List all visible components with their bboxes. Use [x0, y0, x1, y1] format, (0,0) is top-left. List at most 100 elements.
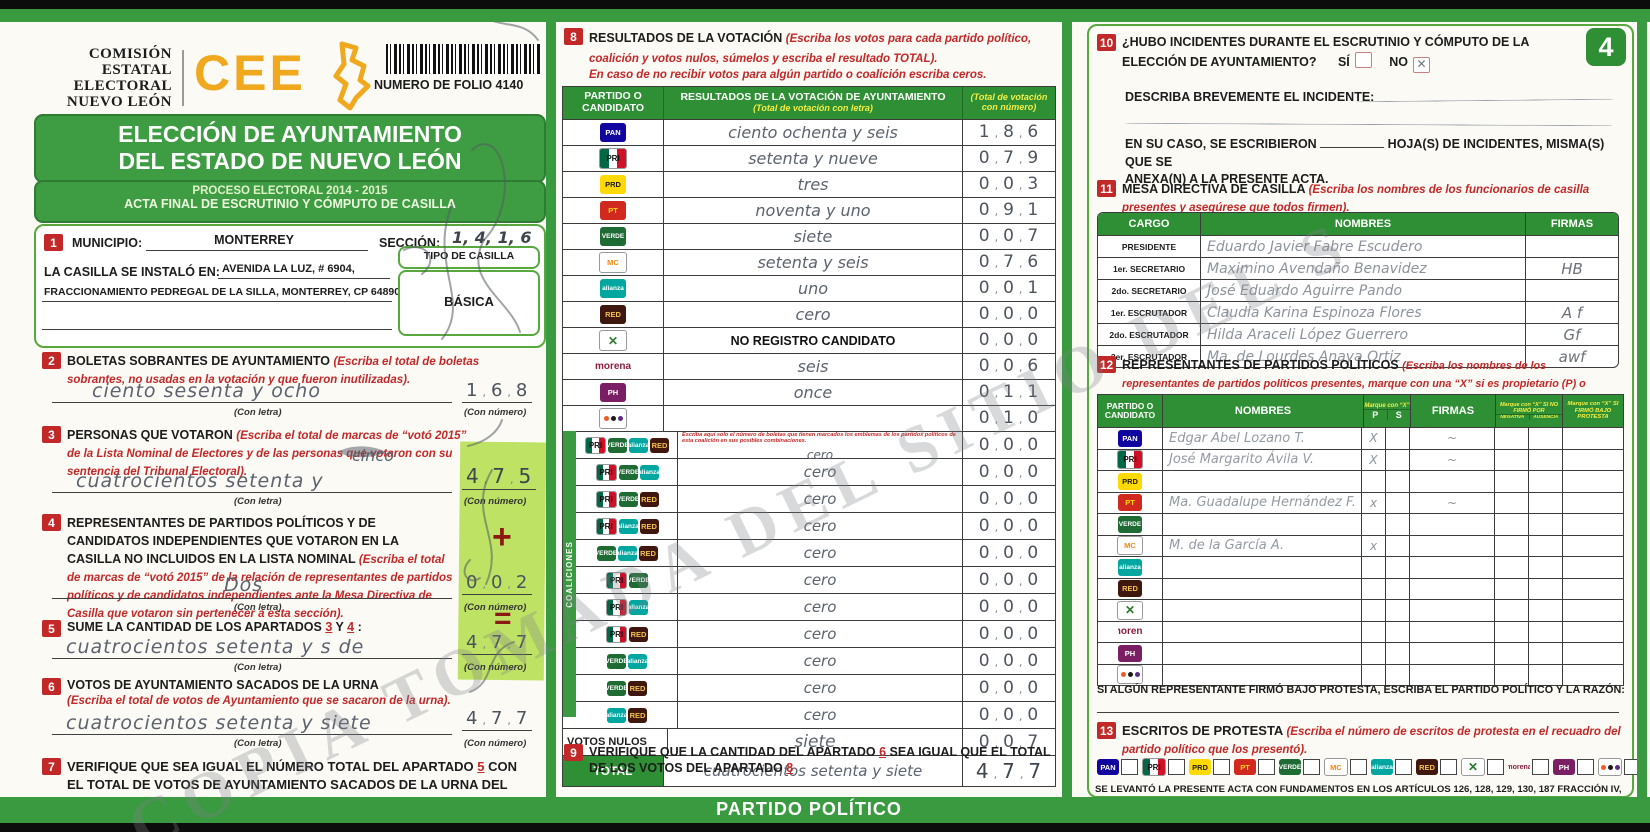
mesa-row-3er-escrutador: 3er. ESCRUTADOR Ma. de Lourdes Anaya Orti…: [1098, 345, 1618, 367]
si-label: SÍ: [1337, 54, 1350, 69]
party-alianza-icon: alianza: [628, 653, 647, 669]
result-numero: 0,0,0: [978, 304, 1040, 324]
rep-row-prd: PRD: [1098, 470, 1623, 492]
mesa-cargo: 1er. ESCRUTADOR: [1098, 302, 1201, 323]
coalicion-row: VERDE RED cero 0, 0, 0: [563, 674, 1055, 701]
party-pan-icon: PAN: [1118, 429, 1142, 447]
rep-row-humanista: PH: [1098, 642, 1623, 664]
describa-label: DESCRIBA BREVEMENTE EL INCIDENTE:: [1125, 90, 1375, 104]
ref-6b: 6: [879, 745, 887, 759]
coalicion-row: alianza RED cero 0, 0, 0: [563, 701, 1055, 728]
reps-table: PARTIDO O CANDIDATO NOMBRES Marque con “…: [1097, 394, 1624, 686]
result-letra: setenta y seis: [757, 253, 869, 272]
rep-nombre: M. de la García A.: [1169, 538, 1285, 554]
rep-nombre: Edgar Abel Lozano T.: [1169, 430, 1305, 446]
protesta-count-box: [1168, 759, 1185, 775]
rep-firma: [1410, 621, 1495, 642]
party-pri-icon: PRI: [595, 517, 617, 535]
protesta-count-box: [1440, 759, 1457, 775]
coaliciones-rows: COALICIONES PRI VERDE alianza RED Escriba aq…: [563, 431, 1055, 728]
rep-row-cruzada: ✕: [1098, 599, 1623, 621]
protesta-item-encuentro: [1598, 758, 1641, 776]
hojas-incidentes-text: EN SU CASO, SE ESCRIBIERON HOJA(S) DE IN…: [1125, 137, 1605, 186]
party-morena-icon: morena: [1118, 626, 1142, 638]
party-pri-icon: PRI: [1117, 450, 1143, 470]
mesa-row-1er-escrutador: 1er. ESCRUTADOR Claudia Karina Espinoza F…: [1098, 301, 1618, 323]
section11-instr: (Escriba los nombres de los funcionarios…: [1122, 184, 1590, 214]
coalicion-letra: cero: [803, 598, 837, 616]
mesa-table: CARGO NOMBRES FIRMAS PRESIDENTE Eduardo J…: [1097, 212, 1619, 368]
party-red-icon: RED: [600, 305, 626, 324]
con-numero-label: (Con número): [464, 407, 527, 418]
section8-instr1: (Escriba los votos para cada partido pol…: [589, 33, 1032, 65]
result-numero: 0,9,1: [978, 200, 1040, 220]
rep-p-mark: [1362, 471, 1386, 492]
party-pri-icon: PRI: [606, 625, 627, 643]
reps-col-marque: Marque con “X” P S: [1364, 395, 1411, 427]
party-cruzada-icon: ✕: [1117, 600, 1143, 620]
folio-barcode: [386, 44, 542, 74]
casilla-underline3: [42, 329, 392, 330]
no-checkbox: ✕: [1413, 56, 1430, 73]
incidentes-question: ¿HUBO INCIDENTES DURANTE EL ESCRUTINIO Y…: [1122, 35, 1530, 49]
mesa-nombre: Hilda Araceli López Guerrero: [1207, 326, 1409, 343]
panel-right: 4 10 ¿HUBO INCIDENTES DURANTE EL ESCRUTI…: [1085, 22, 1641, 808]
section11-title: MESA DIRECTIVA DE CASILLA: [1122, 182, 1309, 196]
party-verde-icon: VERDE: [1279, 759, 1301, 775]
result-letra: tres: [797, 175, 829, 194]
rep-p-mark: [1362, 514, 1386, 535]
result-numero: 0,0,3: [978, 174, 1040, 194]
section6-instr: (Escriba el total de votos de Ayuntamien…: [67, 694, 451, 707]
party-humanista-icon: PH: [1118, 644, 1142, 662]
proceso-electoral: PROCESO ELECTORAL 2014 - 2015: [192, 185, 388, 197]
coalicion-letra: cero: [803, 490, 837, 508]
coalicion-row: PRI alianza RED cero 0, 0, 0: [563, 512, 1055, 539]
party-pan-icon: PAN: [600, 123, 626, 142]
section4-letra-line: [52, 598, 452, 599]
protesta-logos-row: PAN PRI PRD PT VERDE MC alianza RED ✕ morena PH: [1097, 758, 1641, 776]
mesa-nombre: Claudia Karina Espinoza Flores: [1207, 304, 1422, 321]
protesta-count-box: [1213, 759, 1230, 775]
section12-title: REPRESENTANTES DE PARTIDOS POLÍTICOS: [1122, 358, 1403, 372]
section1-number: 1: [44, 234, 63, 251]
con-letra-label: (Con letra): [234, 662, 282, 673]
ref-3: 3: [325, 620, 333, 634]
coalicion-row: VERDE alianza RED cero 0, 0, 0: [563, 539, 1055, 566]
party-morena-icon: morena: [1508, 763, 1530, 771]
scan-edge-top: [0, 0, 1650, 9]
plus-sign: +: [492, 518, 512, 556]
coalicion-row: PRI alianza cero 0, 0, 0: [563, 593, 1055, 620]
party-pri-icon: PRI: [595, 463, 617, 481]
rep-row-morena: morena: [1098, 620, 1623, 642]
con-numero-label: (Con número): [464, 602, 527, 613]
section5-number: 5: [42, 620, 61, 637]
rep-s-mark: [1386, 600, 1410, 621]
cee-logo: CEE: [194, 45, 306, 101]
section2-letra: ciento sesenta y ocho: [92, 380, 321, 402]
rep-nombre: José Margarito Ávila V.: [1169, 452, 1315, 468]
section11-number: 11: [1097, 180, 1116, 197]
rep-p-mark: [1362, 664, 1386, 685]
ref-8: 8: [786, 761, 794, 776]
rep-s-mark: [1386, 514, 1410, 535]
party-alianza-icon: alianza: [1118, 558, 1142, 576]
party-encuentro-icon: [1117, 665, 1143, 685]
protesta-item-alianza: alianza: [1371, 759, 1412, 775]
rep-p-mark: X: [1362, 449, 1386, 470]
section3-numero: 4,7,5: [462, 464, 537, 490]
reps-col-p: P: [1364, 409, 1388, 420]
section4-header: 4 REPRESENTANTES DE PARTIDOS POLÍTICOS Y…: [42, 514, 454, 622]
party-pri-icon: PRI: [599, 148, 627, 169]
tipo-casilla-label: TIPO DE CASILLA: [398, 246, 540, 269]
party-prd-icon: PRD: [1118, 472, 1142, 490]
party-verde-icon: VERDE: [1118, 515, 1142, 533]
section9-header: 9 VERIFIQUE QUE LA CANTIDAD DEL APARTADO…: [564, 744, 1056, 777]
mesa-cargo: 3er. ESCRUTADOR: [1098, 346, 1201, 367]
total-numero: 4,7,7: [975, 758, 1043, 783]
results-table-header: PARTIDO O CANDIDATO RESULTADOS DE LA VOT…: [563, 87, 1055, 119]
result-numero: 0,7,9: [978, 148, 1040, 168]
total-row: TOTAL cuatrocientos setenta y siete 4,7,…: [563, 755, 1055, 786]
nuevo-leon-shape-icon: [333, 41, 371, 111]
rep-p-mark: X: [1362, 428, 1386, 449]
protesta-item-pan: PAN: [1097, 759, 1138, 775]
